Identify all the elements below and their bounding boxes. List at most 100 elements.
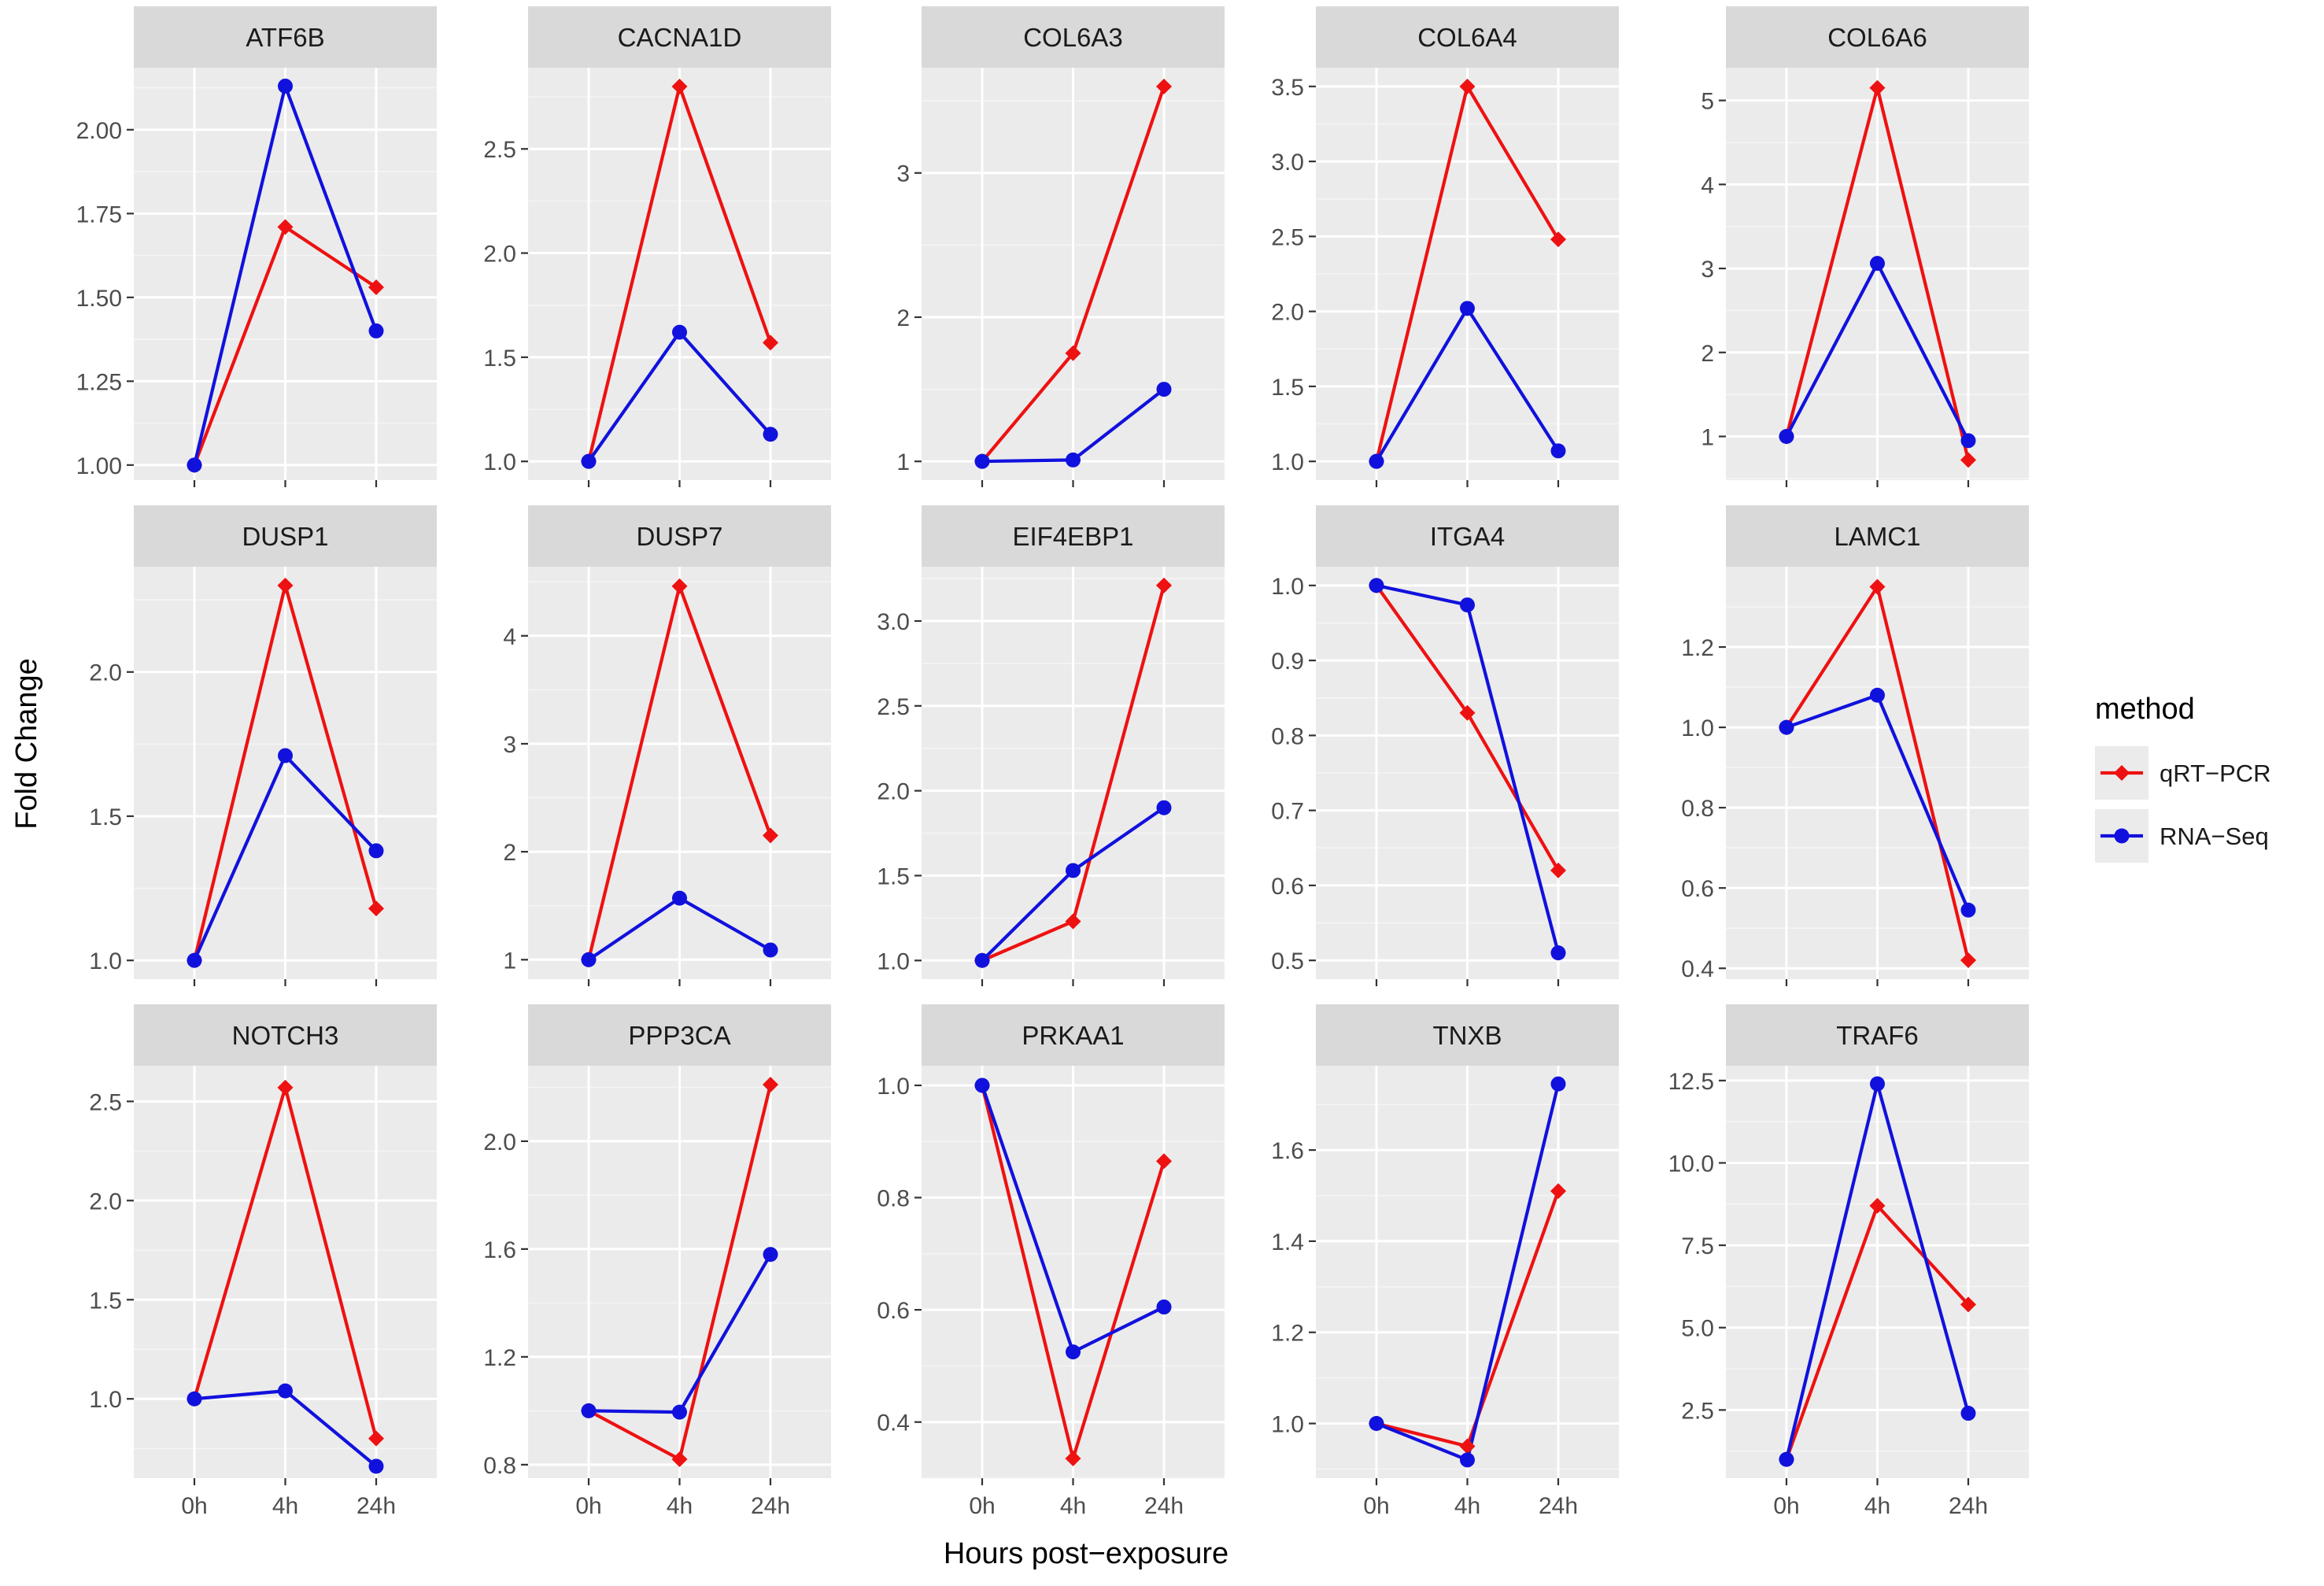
panel-strip [134, 505, 437, 567]
y-tick-label: 2.0 [89, 660, 122, 686]
y-tick-label: 0.9 [1271, 649, 1304, 675]
data-point-rna-seq [1156, 1299, 1172, 1315]
data-point-rna-seq [1369, 1416, 1384, 1432]
panel-strip [134, 6, 437, 68]
data-point-rna-seq [1156, 382, 1172, 397]
panel-col6a4: COL6A4 1.0 1.5 2.0 2.5 3.0 3.5 [1271, 6, 1619, 487]
data-point-rna-seq [581, 1403, 597, 1418]
y-tick-label: 1.5 [483, 346, 516, 372]
panel-strip [134, 1004, 437, 1066]
data-point-qrt-pcr [1156, 1153, 1172, 1170]
data-point-rna-seq [278, 1383, 293, 1399]
panel-cacna1d: CACNA1D 1.0 1.5 2.0 2.5 [483, 6, 831, 487]
panel-title: CACNA1D [618, 23, 742, 52]
data-point-qrt-pcr [1869, 79, 1886, 96]
y-tick-label: 3 [503, 732, 516, 758]
y-tick-label: 0.7 [1271, 799, 1304, 825]
data-point-rna-seq [187, 1391, 202, 1407]
legend-key-marker [2114, 828, 2130, 844]
y-tick-label: 2.0 [1271, 300, 1304, 326]
y-tick-label: 1.5 [877, 863, 910, 889]
x-tick-label: 4h [1864, 1493, 1890, 1519]
y-tick-label: 1.5 [89, 1288, 122, 1314]
data-point-rna-seq [1960, 902, 1976, 918]
panel-title: TNXB [1432, 1021, 1502, 1050]
y-tick-label: 2.0 [877, 779, 910, 805]
data-point-qrt-pcr [1869, 1197, 1886, 1214]
x-tick-label: 4h [1060, 1493, 1086, 1519]
x-tick-label: 24h [1144, 1493, 1184, 1519]
data-point-rna-seq [1960, 433, 1976, 449]
panel-prkaa1: PRKAA1 0.4 0.6 0.8 1.0 0h 4h 24h [877, 1004, 1225, 1519]
y-tick-label: 1.0 [89, 948, 122, 974]
panel-strip [528, 6, 831, 68]
data-point-rna-seq [1066, 863, 1081, 878]
panel-strip [528, 1004, 831, 1066]
data-point-rna-seq [974, 1078, 990, 1093]
x-tick-label: 0h [969, 1493, 995, 1519]
y-tick-label: 5 [1701, 89, 1714, 115]
panel-title: ATF6B [246, 23, 324, 52]
y-tick-label: 2.5 [1681, 1398, 1714, 1424]
panel-traf6: TRAF6 2.5 5.0 7.5 10.0 12.5 0h 4h 24h [1668, 1004, 2029, 1519]
data-point-qrt-pcr [671, 78, 688, 94]
data-point-qrt-pcr [1156, 577, 1172, 593]
data-point-qrt-pcr [763, 1076, 778, 1092]
legend-label-rna-seq: RNA−Seq [2160, 823, 2269, 850]
y-tick-label: 1.50 [76, 286, 122, 312]
x-tick-label: 4h [272, 1493, 298, 1519]
panel-title: NOTCH3 [232, 1021, 339, 1050]
data-point-rna-seq [1066, 1344, 1081, 1360]
panel-dusp7: DUSP7 1 2 3 4 [503, 505, 831, 986]
data-point-rna-seq [672, 890, 687, 906]
y-tick-label: 0.4 [877, 1410, 910, 1436]
y-tick-label: 2.5 [1271, 224, 1304, 250]
y-tick-label: 1.0 [877, 1074, 910, 1100]
y-tick-label: 4 [1701, 172, 1714, 198]
data-point-qrt-pcr [1550, 231, 1566, 248]
data-point-qrt-pcr [1869, 579, 1886, 595]
y-tick-label: 7.5 [1681, 1233, 1714, 1259]
y-tick-label: 1.2 [1681, 635, 1714, 661]
y-tick-label: 12.5 [1668, 1069, 1714, 1095]
y-tick-label: 0.8 [1271, 723, 1304, 749]
y-tick-label: 0.8 [1681, 796, 1714, 822]
data-point-qrt-pcr [277, 219, 294, 235]
panel-title: DUSP7 [636, 522, 722, 551]
panel-itga4: ITGA4 0.5 0.6 0.7 0.8 0.9 1.0 [1271, 505, 1619, 986]
data-point-rna-seq [368, 843, 384, 859]
panel-title: COL6A6 [1827, 23, 1927, 52]
y-tick-label: 10.0 [1668, 1151, 1714, 1177]
y-tick-label: 1.0 [1271, 574, 1304, 600]
panel-tnxb: TNXB 1.0 1.2 1.4 1.6 0h 4h 24h [1271, 1004, 1619, 1519]
panel-strip [1316, 505, 1619, 567]
data-point-rna-seq [1550, 443, 1566, 459]
data-point-qrt-pcr [277, 577, 294, 593]
data-point-qrt-pcr [277, 1079, 294, 1096]
data-point-rna-seq [368, 323, 384, 338]
x-tick-label: 24h [357, 1493, 396, 1519]
y-tick-label: 2.5 [89, 1089, 122, 1115]
data-point-rna-seq [581, 952, 597, 967]
y-tick-label: 2 [896, 305, 910, 331]
y-tick-label: 3.5 [1271, 75, 1304, 101]
panel-strip [1726, 6, 2029, 68]
panel-title: COL6A3 [1023, 23, 1123, 52]
y-tick-label: 1.0 [1681, 715, 1714, 741]
data-point-rna-seq [974, 453, 990, 469]
x-tick-label: 24h [1949, 1493, 1988, 1519]
y-tick-label: 1.0 [1271, 1412, 1304, 1438]
y-tick-label: 2.00 [76, 118, 122, 144]
panel-lamc1: LAMC1 0.4 0.6 0.8 1.0 1.2 [1681, 505, 2029, 986]
panel-title: COL6A4 [1417, 23, 1517, 52]
y-tick-label: 2.0 [89, 1189, 122, 1214]
y-tick-label: 5.0 [1681, 1316, 1714, 1342]
panel-col6a3: COL6A3 1 2 3 [896, 6, 1225, 487]
data-point-rna-seq [581, 453, 597, 469]
panel-ppp3ca: PPP3CA 0.8 1.2 1.6 2.0 0h 4h 24h [483, 1004, 831, 1519]
panel-atf6b: ATF6B 1.00 1.25 1.50 1.75 2.00 [76, 6, 437, 487]
y-tick-label: 3 [896, 161, 910, 187]
y-tick-label: 1.00 [76, 453, 122, 479]
panel-eif4ebp1: EIF4EBP1 1.0 1.5 2.0 2.5 3.0 [877, 505, 1225, 986]
panel-strip [922, 505, 1225, 567]
